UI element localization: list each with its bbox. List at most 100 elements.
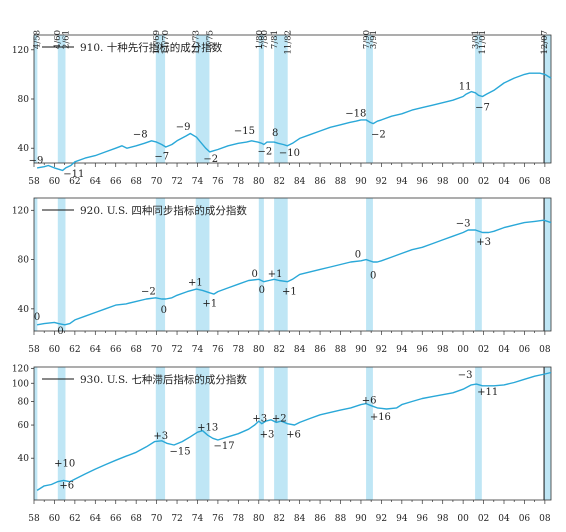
recession-band: [475, 198, 482, 331]
lead-lag-label: 0: [161, 305, 167, 316]
recession-band: [57, 198, 66, 331]
recession-band: [366, 198, 373, 331]
y-tick-label: 40: [18, 305, 30, 315]
lead-lag-label: +3: [260, 430, 275, 441]
recession-date-label: 4/58: [33, 30, 43, 49]
x-tick-label: 66: [110, 345, 122, 355]
y-tick-label: 80: [18, 398, 30, 408]
x-tick-label: 86: [314, 177, 326, 187]
lead-lag-label: +3: [476, 237, 491, 248]
lead-lag-label: 0: [355, 249, 361, 260]
recession-date-label: 2/61: [61, 30, 71, 49]
lead-lag-label: −3: [456, 219, 471, 230]
recession-date-label: 3/75: [205, 30, 215, 49]
x-tick-label: 82: [273, 177, 284, 187]
recession-date-label: 4/60: [53, 30, 63, 49]
lead-lag-label: −7: [475, 102, 490, 113]
recession-band: [155, 35, 166, 163]
x-tick-label: 76: [212, 514, 224, 524]
lead-lag-label: −10: [279, 148, 300, 159]
x-tick-label: 64: [90, 345, 102, 355]
x-tick-label: 70: [151, 345, 163, 355]
y-tick-label: 120: [12, 46, 29, 56]
lead-lag-label: −2: [258, 147, 273, 158]
y-tick-label: 80: [18, 256, 30, 266]
recession-date-label: 7/90: [362, 30, 372, 49]
lead-lag-label: −9: [29, 155, 44, 166]
lead-lag-label: −18: [345, 109, 366, 120]
lead-lag-label: −17: [213, 441, 234, 452]
x-tick-label: 88: [335, 514, 347, 524]
recession-band: [544, 198, 551, 331]
x-tick-label: 00: [457, 514, 469, 524]
recession-band: [475, 367, 482, 500]
lead-lag-label: +6: [286, 430, 301, 441]
lead-lag-label: +3: [153, 431, 168, 442]
recession-band: [274, 367, 288, 500]
series-line: [36, 72, 552, 172]
recession-date-label: 11/73: [192, 30, 202, 55]
y-tick-label: 60: [18, 421, 30, 431]
lead-lag-label: +6: [362, 395, 377, 406]
x-tick-label: 94: [396, 514, 408, 524]
recession-band: [195, 198, 210, 331]
x-tick-label: 06: [519, 177, 531, 187]
x-tick-label: 96: [417, 514, 429, 524]
x-tick-label: 78: [233, 345, 245, 355]
lead-lag-label: +16: [370, 412, 391, 423]
recession-band: [475, 35, 482, 163]
x-tick-label: 82: [273, 514, 284, 524]
lead-lag-label: −15: [234, 126, 255, 137]
recession-date-label: 3/01: [471, 30, 481, 49]
x-tick-label: 04: [498, 514, 510, 524]
x-tick-label: 04: [498, 177, 510, 187]
x-tick-label: 94: [396, 177, 408, 187]
x-tick-label: 04: [498, 345, 510, 355]
x-tick-label: 58: [28, 177, 40, 187]
lead-lag-label: +1: [268, 269, 283, 280]
y-tick-label: 120: [12, 206, 29, 216]
recession-band: [544, 35, 551, 163]
recession-band: [544, 367, 551, 500]
x-tick-label: 84: [294, 345, 306, 355]
series-line: [36, 219, 552, 326]
x-tick-label: 66: [110, 514, 122, 524]
y-tick-label: 80: [18, 95, 30, 105]
x-tick-label: 98: [437, 177, 449, 187]
recession-date-label: 11/82: [284, 30, 294, 55]
x-tick-label: 00: [457, 345, 469, 355]
x-tick-label: 64: [90, 177, 102, 187]
recession-date-label: 7/80: [260, 30, 270, 49]
lead-lag-label: +13: [197, 422, 218, 433]
x-tick-label: 60: [49, 514, 61, 524]
recession-band: [274, 198, 288, 331]
lead-lag-label: +1: [188, 278, 203, 289]
x-tick-label: 06: [519, 514, 531, 524]
chart-panel-3: 40 60 80 100 120 58 60 62 64 66 68 70 72 74 76 78 80 82 84…: [12, 364, 552, 524]
recession-band: [195, 367, 210, 500]
lead-lag-label: +2: [272, 413, 287, 424]
lead-lag-label: −11: [63, 169, 84, 180]
recession-band: [34, 367, 38, 500]
x-tick-label: 68: [130, 177, 142, 187]
lead-lag-label: −8: [133, 129, 148, 140]
legend-label: 930. U.S. 七种滞后指标的成分指数: [80, 373, 247, 386]
x-tick-label: 72: [171, 345, 182, 355]
x-tick-label: 02: [478, 345, 489, 355]
x-tick-label: 70: [151, 177, 163, 187]
x-tick-label: 84: [294, 514, 306, 524]
x-tick-label: 92: [376, 177, 387, 187]
x-tick-label: 02: [478, 177, 489, 187]
x-tick-label: 58: [28, 345, 40, 355]
recession-band: [366, 35, 373, 163]
lead-lag-label: −7: [154, 152, 169, 163]
recession-band: [195, 35, 210, 163]
x-tick-label: 80: [253, 345, 265, 355]
x-tick-label: 60: [49, 177, 61, 187]
x-tick-label: 90: [355, 514, 367, 524]
y-tick-label: 40: [18, 454, 30, 464]
lead-lag-label: +10: [54, 458, 75, 469]
x-tick-label: 08: [539, 514, 551, 524]
lead-lag-label: 0: [57, 326, 63, 337]
y-tick-label: 120: [12, 364, 29, 374]
